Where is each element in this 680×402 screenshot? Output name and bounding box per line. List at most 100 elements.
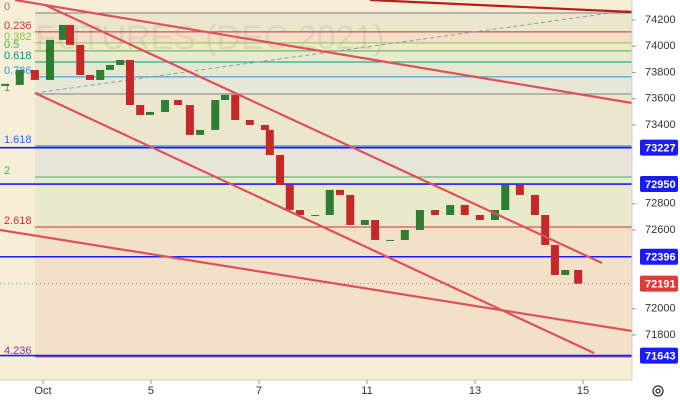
trend-line xyxy=(44,4,603,264)
candle xyxy=(400,229,409,240)
y-tick-label: 73800 xyxy=(645,66,676,78)
candle xyxy=(161,100,170,112)
fib-band xyxy=(35,226,632,357)
candle xyxy=(346,194,355,225)
fib-label: 0.382 xyxy=(4,31,32,43)
candle xyxy=(311,215,320,217)
candle xyxy=(145,111,154,115)
candle xyxy=(116,59,125,65)
candle xyxy=(371,219,380,240)
y-tick-label: 73600 xyxy=(645,93,676,105)
price-label-box xyxy=(640,176,678,193)
y-axis-area xyxy=(632,0,680,402)
candle xyxy=(76,44,85,75)
candle xyxy=(550,244,559,275)
candle xyxy=(386,239,395,241)
candle xyxy=(490,210,499,220)
x-tick-label: 13 xyxy=(469,385,481,397)
trend-line xyxy=(369,0,633,14)
fib-label: 0 xyxy=(4,1,10,13)
candle xyxy=(96,69,105,80)
candle xyxy=(276,155,285,185)
y-tick-label: 71800 xyxy=(645,329,676,341)
fib-band xyxy=(35,93,632,146)
candle xyxy=(125,59,134,106)
candle xyxy=(360,219,369,225)
candle xyxy=(336,189,345,195)
settings-icon[interactable] xyxy=(652,385,664,397)
fib-band xyxy=(35,61,632,77)
x-tick-label: 5 xyxy=(148,385,154,397)
trend-line xyxy=(0,228,633,333)
fib-label: 4.236 xyxy=(4,345,32,357)
y-tick-label: 74200 xyxy=(645,14,676,26)
price-label-box xyxy=(640,347,678,364)
fib-band xyxy=(35,145,632,177)
candle xyxy=(415,210,424,230)
x-tick-label: 11 xyxy=(361,385,372,397)
y-tick-label: 72600 xyxy=(645,224,676,236)
fib-band xyxy=(35,50,632,62)
candle xyxy=(245,119,254,125)
plot-background xyxy=(0,0,632,380)
candle xyxy=(231,94,240,120)
fib-label: 2 xyxy=(4,165,10,177)
candle xyxy=(265,129,274,156)
fib-band xyxy=(35,31,632,43)
candle xyxy=(515,184,524,195)
candle xyxy=(296,210,305,216)
price-label-box xyxy=(640,275,678,292)
candle xyxy=(58,24,67,40)
fib-trend-line xyxy=(34,9,633,94)
y-tick-label: 73400 xyxy=(645,119,676,131)
candle xyxy=(285,184,294,211)
candle xyxy=(460,205,469,216)
price-label: 73227 xyxy=(645,143,676,155)
candle xyxy=(574,270,583,284)
price-label: 72396 xyxy=(645,252,676,264)
fib-band xyxy=(35,76,632,94)
candle xyxy=(220,94,229,101)
y-tick-label: 72800 xyxy=(645,198,676,210)
price-label-box xyxy=(640,139,678,156)
candle xyxy=(15,69,24,85)
fib-label: 0.5 xyxy=(4,39,19,51)
fib-label: 1.618 xyxy=(4,134,32,146)
candle xyxy=(46,39,55,80)
price-label: 72950 xyxy=(645,179,676,191)
candle xyxy=(211,100,220,130)
candle xyxy=(475,215,484,220)
fib-label: 0.236 xyxy=(4,20,32,32)
candle xyxy=(185,105,194,135)
x-tick-label: 7 xyxy=(256,385,262,397)
candle xyxy=(260,124,269,130)
candle xyxy=(136,105,145,115)
price-label: 71643 xyxy=(645,350,676,362)
candle xyxy=(65,24,74,45)
candle xyxy=(446,205,455,216)
x-tick-label: 15 xyxy=(577,385,589,397)
candle xyxy=(325,189,334,216)
candle xyxy=(196,129,205,135)
candle xyxy=(541,215,550,245)
settings-gear-hole[interactable] xyxy=(655,388,661,394)
fib-label: 0.618 xyxy=(4,50,32,62)
trend-line xyxy=(14,0,633,105)
trend-lines xyxy=(0,0,633,354)
y-tick-label: 72000 xyxy=(645,303,676,315)
settings-gear[interactable] xyxy=(652,385,664,397)
price-label-box xyxy=(640,248,678,265)
candle xyxy=(30,69,39,80)
candle xyxy=(501,184,510,211)
candle xyxy=(173,100,182,106)
y-tick-label: 74000 xyxy=(645,40,676,52)
fib-label: 2.618 xyxy=(4,215,32,227)
candle xyxy=(105,64,114,70)
fib-label: 1 xyxy=(4,82,10,94)
candle xyxy=(85,74,94,80)
fib-band xyxy=(35,42,632,51)
x-tick-label: Oct xyxy=(34,385,51,397)
price-label: 72191 xyxy=(645,279,676,291)
x-axis-area xyxy=(0,380,632,402)
